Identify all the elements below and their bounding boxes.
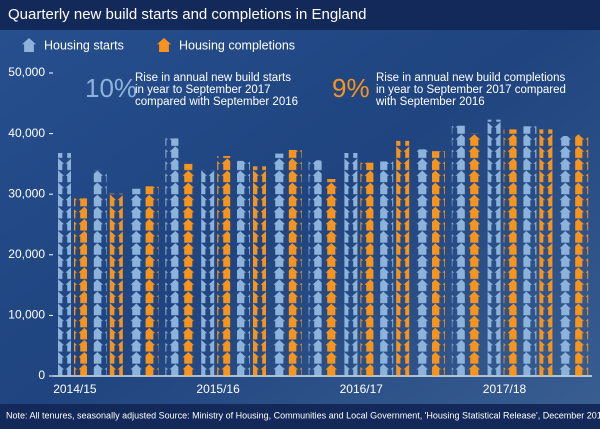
bar bbox=[237, 160, 250, 376]
y-tick-label: 30,000 bbox=[8, 186, 45, 200]
bar bbox=[344, 152, 358, 376]
bar bbox=[380, 161, 394, 376]
y-tick-label: 20,000 bbox=[8, 247, 45, 261]
bar bbox=[559, 136, 573, 376]
x-tick-label: 2017/18 bbox=[483, 382, 527, 396]
bar bbox=[253, 166, 266, 376]
bar bbox=[416, 149, 429, 376]
note: Note: All tenures, seasonally adjusted S… bbox=[6, 410, 600, 420]
title-bar bbox=[0, 0, 600, 30]
bar bbox=[58, 152, 71, 376]
bar bbox=[308, 160, 322, 376]
bar bbox=[93, 169, 107, 376]
bar bbox=[217, 156, 231, 376]
bar bbox=[109, 193, 123, 376]
bar bbox=[432, 151, 445, 376]
annotation-figure: 10% bbox=[85, 73, 137, 103]
x-tick-label: 2015/16 bbox=[196, 382, 240, 396]
annotation-text: in year to September 2017 compared bbox=[376, 84, 566, 96]
bar bbox=[360, 162, 374, 376]
bar bbox=[503, 129, 517, 376]
bar bbox=[575, 134, 589, 376]
legend-label: Housing completions bbox=[179, 38, 295, 52]
bar bbox=[145, 186, 159, 376]
legend-icon bbox=[22, 38, 36, 52]
annotation-text: with September 2016 bbox=[375, 96, 485, 108]
bar bbox=[539, 129, 553, 376]
annotation-text: in year to September 2017 bbox=[135, 84, 271, 96]
annotation-text: compared with September 2016 bbox=[135, 96, 298, 108]
y-tick-label: 0 bbox=[38, 368, 45, 382]
bar bbox=[487, 119, 501, 377]
x-tick-label: 2014/15 bbox=[53, 382, 97, 396]
y-tick-label: 50,000 bbox=[8, 65, 45, 79]
y-tick-label: 40,000 bbox=[8, 126, 45, 140]
chart-title: Quarterly new build starts and completio… bbox=[8, 6, 367, 23]
annotation-figure: 9% bbox=[332, 73, 370, 103]
legend-label: Housing starts bbox=[44, 38, 124, 52]
bar bbox=[288, 149, 302, 376]
annotation-text: Rise in annual new build starts bbox=[135, 72, 291, 84]
bar bbox=[165, 138, 179, 376]
y-tick-label: 10,000 bbox=[8, 308, 45, 322]
bar bbox=[324, 179, 338, 376]
note-bar bbox=[0, 404, 600, 429]
bar bbox=[396, 140, 410, 376]
bar bbox=[272, 153, 286, 376]
bar bbox=[451, 125, 465, 376]
x-tick-label: 2016/17 bbox=[340, 382, 384, 396]
bar bbox=[201, 169, 215, 376]
bar bbox=[74, 198, 87, 376]
bar bbox=[523, 126, 537, 376]
bar bbox=[129, 188, 143, 376]
bar bbox=[181, 163, 195, 376]
legend-icon bbox=[157, 38, 171, 52]
bar bbox=[467, 133, 481, 376]
annotation-text: Rise in annual new build completions bbox=[376, 72, 565, 84]
